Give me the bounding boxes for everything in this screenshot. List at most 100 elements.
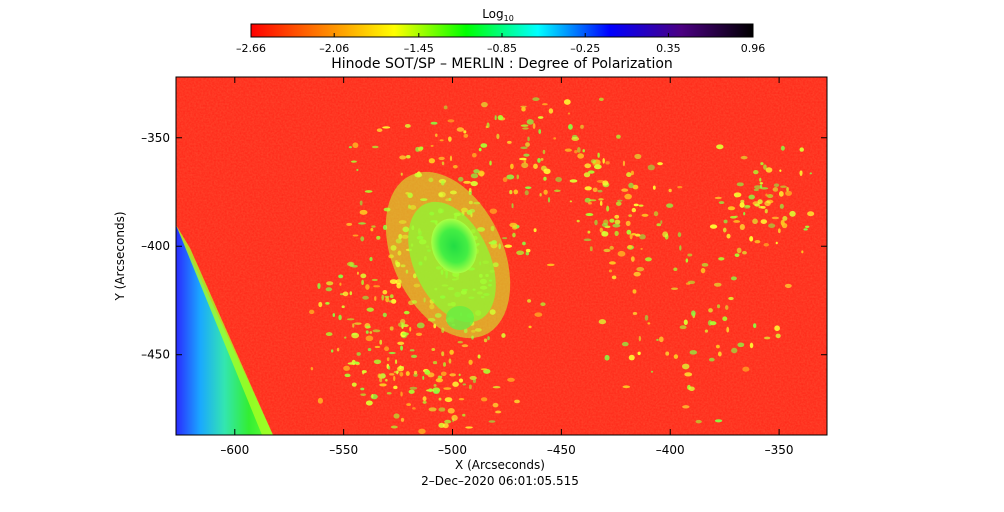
plage-speckle	[658, 336, 664, 343]
plage-speckle	[644, 257, 652, 262]
plage-speckle	[589, 246, 593, 252]
plage-speckle	[352, 234, 359, 237]
plage-speckle	[584, 197, 591, 203]
plage-speckle	[458, 373, 461, 377]
plage-speckle	[622, 385, 631, 389]
plage-speckle	[457, 176, 464, 182]
plage-speckle	[465, 426, 473, 429]
plage-speckle	[516, 174, 519, 180]
plage-speckle	[325, 301, 330, 305]
plage-speckle	[365, 400, 373, 406]
plage-speckle	[733, 220, 741, 223]
plage-speckle	[695, 419, 702, 424]
plage-speckle	[599, 227, 604, 233]
plage-speckle	[628, 182, 634, 189]
plage-speckle	[456, 127, 465, 132]
plage-speckle	[601, 231, 609, 237]
plage-speckle	[419, 146, 424, 151]
colorbar: Log10 –2.66 –2.06 –1.45 –0.85 –0.25 0.35 0.96	[236, 7, 765, 55]
plage-speckle	[400, 366, 404, 369]
plage-speckle	[353, 361, 360, 365]
plage-speckle	[435, 378, 444, 383]
plage-speckle	[382, 126, 391, 129]
plage-speckle	[356, 352, 361, 356]
plage-speckle	[734, 253, 740, 257]
plage-speckle	[737, 342, 745, 348]
plage-speckle	[477, 354, 481, 359]
plage-speckle	[433, 383, 437, 387]
plage-speckle	[754, 239, 761, 244]
plage-speckle	[784, 283, 792, 289]
plage-speckle	[496, 133, 500, 140]
colorbar-tick-label: –0.85	[487, 42, 517, 55]
plage-speckle	[497, 115, 504, 121]
x-axis: –600 –550 –500 –450 –400 –350	[220, 77, 794, 457]
plage-speckle	[399, 371, 404, 377]
colorbar-ticks: –2.66 –2.06 –1.45 –0.85 –0.25 0.35 0.96	[236, 33, 765, 55]
plage-speckle	[754, 185, 762, 190]
plage-speckle	[708, 308, 713, 313]
plage-speckle	[480, 397, 488, 402]
plage-speckle	[362, 370, 365, 375]
plage-speckle	[339, 282, 342, 286]
timestamp: 2–Dec–2020 06:01:05.515	[421, 474, 579, 488]
plage-speckle	[801, 250, 804, 254]
plage-speckle	[603, 248, 611, 253]
plage-speckle	[653, 211, 659, 217]
plage-speckle	[470, 173, 479, 179]
plage-speckle	[742, 366, 750, 372]
plage-speckle	[726, 326, 730, 333]
plage-speckle	[580, 124, 584, 129]
plage-speckle	[494, 115, 497, 121]
plage-speckle	[718, 257, 725, 261]
plage-speckle	[325, 332, 333, 337]
plage-speckle	[369, 331, 373, 334]
plage-speckle	[799, 170, 803, 176]
plage-speckle	[789, 210, 796, 217]
plage-speckle	[571, 136, 580, 141]
plage-speckle	[555, 177, 562, 183]
plage-speckle	[679, 325, 687, 330]
plage-speckle	[310, 366, 314, 371]
plage-speckle	[344, 373, 351, 378]
plage-speckle	[598, 97, 604, 102]
plage-speckle	[386, 357, 390, 362]
plage-speckle	[408, 389, 415, 394]
plage-speckle	[593, 164, 602, 170]
plage-speckle	[604, 354, 610, 361]
plage-speckle	[679, 245, 682, 251]
plage-speckle	[548, 108, 554, 114]
plage-speckle	[406, 403, 412, 406]
plage-speckle	[606, 205, 610, 212]
plage-speckle	[412, 407, 416, 410]
plage-speckle	[687, 280, 696, 285]
plage-speckle	[478, 147, 482, 152]
plage-speckle	[389, 279, 398, 285]
plage-speckle	[485, 125, 489, 129]
plage-speckle	[365, 325, 371, 329]
plage-speckle	[405, 371, 410, 376]
plage-speckle	[641, 213, 649, 217]
plage-speckle	[480, 368, 488, 371]
plage-speckle	[449, 373, 456, 377]
plage-speckle	[736, 247, 742, 254]
plage-speckle	[714, 419, 723, 423]
plage-speckle	[543, 189, 548, 195]
plage-speckle	[775, 333, 781, 339]
plage-speckle	[438, 397, 442, 401]
plage-speckle	[553, 137, 557, 140]
plage-speckle	[360, 273, 367, 279]
plage-speckle	[612, 223, 621, 228]
x-axis-label: X (Arcseconds)	[455, 458, 545, 472]
plage-speckle	[609, 261, 616, 265]
plage-speckle	[598, 319, 607, 325]
plage-speckle	[763, 242, 770, 247]
y-axis: –350 –400 –450	[141, 131, 827, 362]
colorbar-tick-label: 0.96	[741, 42, 766, 55]
plage-speckle	[740, 155, 748, 160]
plage-speckle	[504, 244, 513, 248]
plage-speckle	[609, 245, 614, 250]
plage-speckle	[628, 214, 633, 218]
plage-speckle	[585, 212, 594, 217]
plage-speckle	[542, 149, 546, 154]
